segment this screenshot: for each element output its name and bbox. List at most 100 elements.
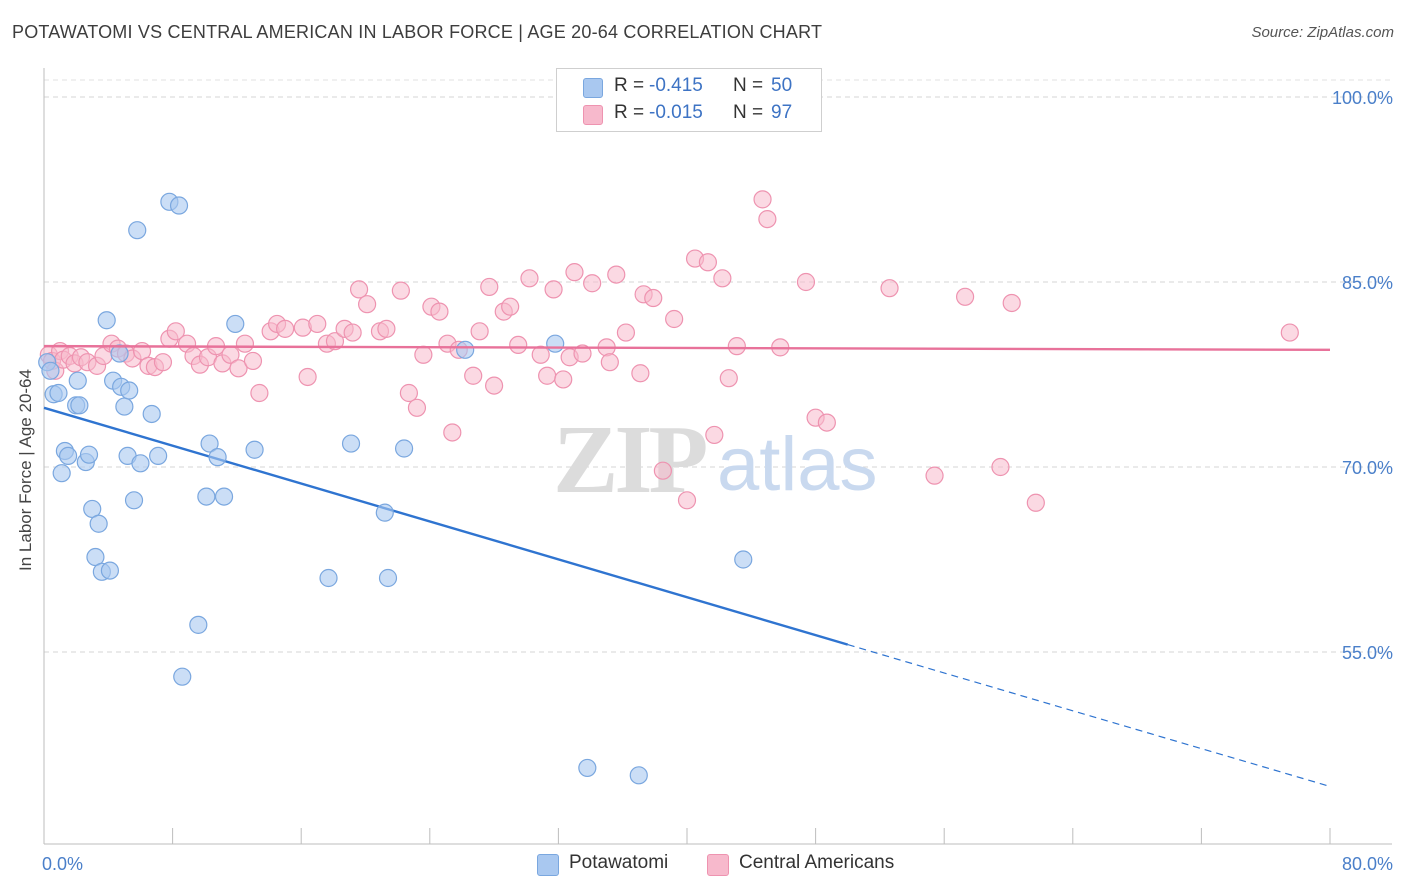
data-point-potawatomi (59, 446, 78, 465)
trend-line-potawatomi-dashed (847, 644, 1331, 788)
data-point-central-americans (538, 366, 557, 385)
data-point-central-americans (677, 491, 697, 510)
data-point-central-americans (358, 295, 377, 314)
chart-title: POTAWATOMI VS CENTRAL AMERICAN IN LABOR … (12, 22, 823, 42)
data-point-central-americans (298, 367, 317, 387)
data-point-central-americans (325, 332, 345, 351)
trend-line-potawatomi (43, 406, 1331, 788)
data-point-central-americans (501, 297, 520, 316)
data-point-central-americans (719, 369, 738, 388)
legend-n-label: N = (733, 75, 764, 96)
data-point-central-americans (414, 345, 433, 364)
data-point-central-americans (991, 457, 1010, 477)
data-point-central-americans (600, 353, 619, 372)
data-point-potawatomi (41, 361, 60, 380)
data-point-potawatomi (197, 487, 216, 506)
data-point-central-americans (377, 319, 396, 338)
data-point-central-americans (727, 337, 746, 356)
data-point-central-americans (713, 269, 732, 288)
data-point-central-americans (758, 210, 777, 229)
data-point-central-americans (631, 364, 650, 383)
axes (43, 68, 1392, 845)
data-point-potawatomi (110, 344, 129, 363)
watermark-atlas: atlas (717, 422, 878, 507)
legend-r-label: R = (614, 102, 645, 123)
data-point-potawatomi (142, 404, 161, 424)
data-point-central-americans (235, 334, 255, 353)
data-point-central-americans (554, 370, 573, 389)
data-point-central-americans (955, 287, 975, 306)
data-point-potawatomi (734, 550, 753, 569)
data-point-central-americans (166, 322, 185, 341)
data-point-potawatomi (394, 439, 414, 458)
legend-n-label: N = (733, 102, 764, 123)
data-point-central-americans (573, 344, 592, 363)
data-point-potawatomi (319, 568, 338, 588)
data-point-central-americans (229, 359, 248, 378)
data-point-potawatomi (173, 667, 192, 686)
data-point-central-americans (399, 383, 419, 403)
data-point-potawatomi (115, 397, 134, 416)
points-potawatomi (38, 192, 753, 785)
data-point-potawatomi (341, 434, 361, 453)
data-point-central-americans (616, 323, 636, 342)
data-point-potawatomi (546, 334, 565, 353)
data-point-central-americans (653, 461, 672, 480)
data-point-potawatomi (578, 758, 597, 778)
data-point-central-americans (544, 280, 563, 299)
data-point-central-americans (817, 413, 836, 432)
data-point-potawatomi (49, 383, 68, 403)
data-point-central-americans (276, 319, 295, 338)
legend-n-value: 50 (771, 75, 793, 96)
data-point-potawatomi (169, 196, 189, 215)
bottom-legend-label: Potawatomi (569, 852, 669, 873)
data-point-central-americans (607, 265, 626, 284)
data-point-central-americans (1026, 493, 1045, 512)
data-point-central-americans (565, 263, 584, 282)
data-point-central-americans (153, 353, 173, 372)
data-point-central-americans (880, 279, 899, 298)
data-point-potawatomi (120, 381, 139, 400)
data-point-central-americans (464, 366, 483, 385)
data-point-potawatomi (189, 615, 208, 634)
data-point-central-americans (698, 253, 717, 272)
data-point-potawatomi (89, 514, 108, 533)
x-tick-label: 0.0% (42, 854, 83, 874)
trend-line-central-americans (43, 344, 1331, 352)
legend-row-potawatomi: R = -0.415 N = 50 (557, 75, 821, 99)
tick-labels: 55.0% 70.0% 85.0% 100.0% 0.0% 80.0% (42, 88, 1393, 874)
data-point-potawatomi (97, 311, 116, 330)
data-point-central-americans (443, 423, 462, 442)
data-point-central-americans (1280, 323, 1299, 342)
bottom-legend-label: Central Americans (739, 852, 895, 873)
trend-line-potawatomi-solid (43, 406, 849, 646)
data-point-central-americans (407, 398, 427, 417)
legend-box: R = -0.415 N = 50 R = -0.015 N = 97 (556, 68, 822, 132)
data-point-potawatomi (456, 340, 475, 359)
y-tick-label: 70.0% (1342, 458, 1393, 478)
data-point-potawatomi (131, 454, 150, 473)
data-point-central-americans (753, 190, 772, 209)
points-central-americans (39, 190, 1299, 512)
data-point-potawatomi (208, 448, 227, 467)
x-tick-label: 80.0% (1342, 854, 1393, 874)
data-point-central-americans (531, 345, 550, 364)
bottom-legend-swatch-central-americans (707, 854, 729, 876)
data-point-potawatomi (200, 434, 219, 453)
y-tick-label: 85.0% (1342, 273, 1393, 293)
y-tick-label: 55.0% (1342, 643, 1393, 663)
data-point-potawatomi (70, 396, 89, 415)
data-point-central-americans (470, 322, 489, 341)
data-point-potawatomi (100, 561, 120, 580)
data-point-potawatomi (128, 221, 147, 240)
legend-row-central-americans: R = -0.015 N = 97 (557, 102, 821, 126)
data-point-central-americans (250, 383, 269, 403)
data-point-central-americans (1002, 293, 1021, 313)
data-point-central-americans (343, 323, 362, 342)
data-point-central-americans (243, 351, 263, 371)
data-point-central-americans (391, 281, 410, 300)
data-point-central-americans (509, 335, 528, 354)
legend-swatch-potawatomi (583, 78, 603, 98)
chart-source: Source: ZipAtlas.com (1251, 24, 1394, 41)
data-point-central-americans (925, 466, 944, 485)
